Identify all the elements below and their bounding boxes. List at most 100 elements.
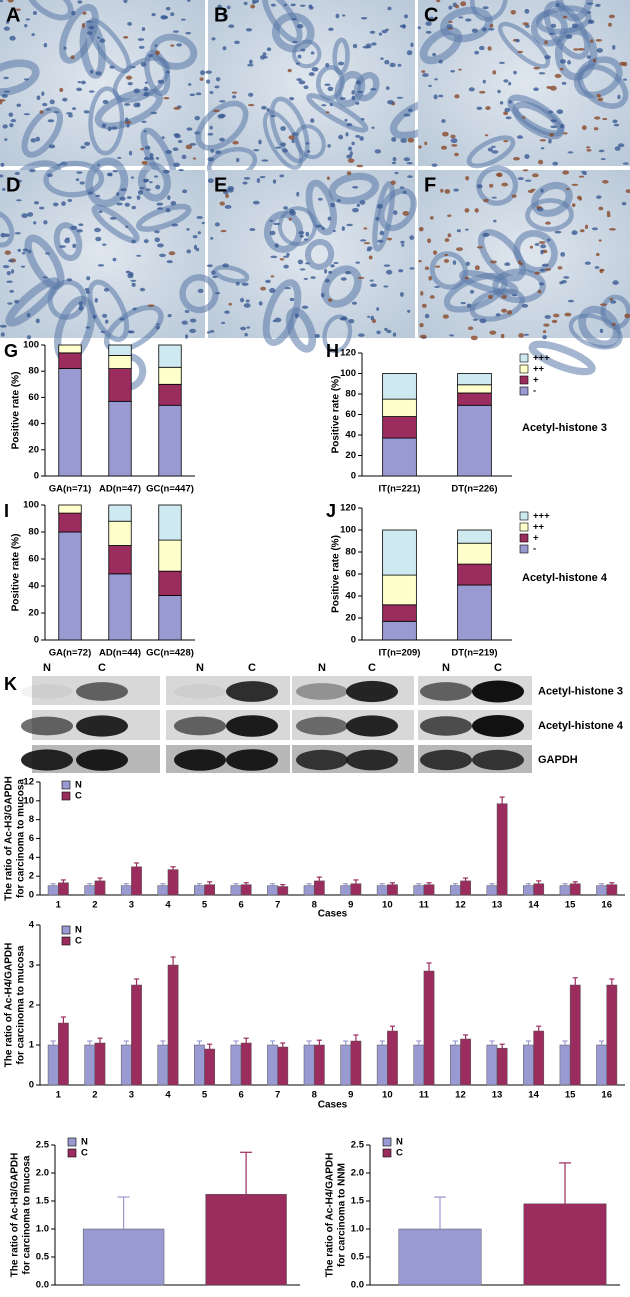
- gland: [600, 294, 630, 330]
- nucleus: [296, 23, 304, 29]
- gland: [578, 305, 621, 349]
- nucleus: [487, 147, 494, 152]
- nucleus: [609, 228, 616, 231]
- nucleus: [200, 70, 206, 76]
- nucleus: [536, 205, 542, 209]
- nucleus: [386, 329, 392, 334]
- nucleus: [587, 19, 593, 24]
- nucleus: [265, 279, 271, 284]
- nucleus: [272, 319, 277, 323]
- x-tick-label: GC(n=447): [146, 484, 194, 495]
- nucleus: [243, 177, 251, 180]
- gland: [5, 277, 61, 327]
- y-tick-label: 20: [28, 608, 39, 619]
- nucleus: [303, 277, 309, 280]
- legend-swatch: [519, 353, 529, 363]
- nucleus: [148, 157, 155, 160]
- error-bar: [609, 978, 615, 985]
- nucleus: [219, 100, 226, 103]
- y-tick-label: 80: [28, 527, 39, 538]
- nucleus: [156, 202, 164, 206]
- nucleus: [207, 132, 214, 136]
- nucleus: [338, 134, 344, 140]
- nucleus: [321, 104, 327, 107]
- nucleus: [328, 298, 333, 302]
- nucleus: [39, 110, 44, 114]
- nucleus: [508, 99, 512, 104]
- nucleus: [474, 50, 480, 55]
- error-bar: [525, 1040, 532, 1045]
- nucleus: [609, 297, 614, 301]
- nucleus: [66, 278, 73, 282]
- nucleus: [324, 83, 331, 87]
- nucleus: [127, 22, 133, 26]
- bar: [569, 883, 581, 896]
- nucleus: [344, 118, 348, 122]
- nucleus: [524, 8, 530, 14]
- nucleus: [269, 230, 276, 236]
- nucleus: [171, 223, 179, 227]
- nucleus: [80, 80, 86, 85]
- bar-segment: [58, 368, 82, 477]
- nucleus: [612, 119, 618, 124]
- x-tick-label: 6: [238, 900, 243, 911]
- error-bar: [133, 862, 140, 867]
- bar: [523, 1203, 607, 1286]
- nucleus: [70, 55, 75, 60]
- bar-segment: [382, 529, 417, 576]
- nucleus: [348, 318, 355, 324]
- nucleus: [9, 35, 16, 41]
- nucleus: [507, 310, 513, 315]
- gland: [294, 124, 326, 160]
- nucleus: [460, 301, 466, 305]
- nucleus: [490, 260, 497, 264]
- nucleus: [451, 144, 458, 147]
- nucleus: [390, 180, 396, 185]
- nucleus: [328, 270, 333, 274]
- nucleus: [266, 108, 270, 112]
- nucleus: [399, 24, 406, 28]
- bar: [533, 883, 545, 896]
- nucleus: [303, 85, 309, 90]
- nucleus: [383, 285, 389, 288]
- nucleus: [143, 91, 150, 97]
- bar: [204, 884, 216, 896]
- y-tick-label: 1.5: [351, 1196, 365, 1207]
- nucleus: [310, 118, 315, 123]
- nucleus: [508, 81, 512, 86]
- nucleus: [400, 138, 407, 143]
- nucleus: [598, 149, 605, 153]
- nucleus: [378, 32, 383, 36]
- bar: [449, 885, 461, 896]
- nucleus: [85, 290, 90, 294]
- nucleus: [143, 239, 149, 244]
- error-bar: [133, 978, 140, 985]
- nucleus: [510, 9, 517, 15]
- y-tick-label: 60: [345, 409, 356, 420]
- nucleus: [397, 63, 402, 67]
- nucleus: [355, 134, 361, 138]
- nucleus: [154, 237, 160, 243]
- nucleus: [554, 73, 562, 78]
- bar: [167, 964, 179, 1086]
- nucleus: [130, 66, 136, 69]
- bar-segment: [457, 384, 492, 394]
- nucleus: [513, 70, 517, 75]
- gland: [291, 39, 322, 69]
- bar-segment: [158, 539, 182, 572]
- legend-label: C: [75, 791, 82, 802]
- gland: [531, 181, 573, 217]
- bar: [350, 1040, 362, 1086]
- nucleus: [503, 111, 509, 116]
- bar-segment: [457, 529, 492, 544]
- bar: [131, 984, 142, 1086]
- bar: [460, 1038, 471, 1086]
- nucleus: [250, 4, 256, 9]
- nucleus: [602, 117, 608, 121]
- x-tick-label: AD(n=44): [99, 648, 141, 659]
- error-bar: [240, 1151, 253, 1195]
- nucleus: [212, 109, 220, 113]
- x-tick-label: 11: [419, 900, 430, 911]
- micrograph: [195, 0, 451, 181]
- nucleus: [352, 43, 358, 49]
